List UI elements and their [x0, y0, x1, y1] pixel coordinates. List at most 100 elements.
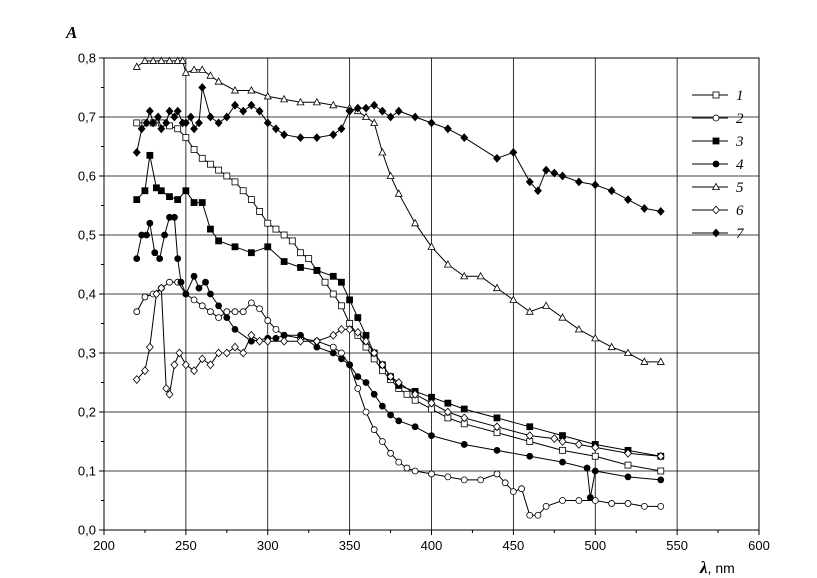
x-tick-label: 450 [503, 538, 525, 553]
series-6-point [329, 330, 338, 340]
series-7-point [198, 83, 207, 92]
series-5-point [329, 100, 338, 109]
series-6-point [550, 434, 559, 443]
y-tick-label: 0,3 [78, 346, 96, 361]
series-4-point [151, 249, 159, 257]
series-2-point [477, 476, 485, 484]
legend-item-6: 6 [692, 203, 744, 219]
series-6-point [411, 389, 420, 399]
series-7-point [656, 207, 665, 216]
series-6-point [198, 354, 207, 364]
series-7-point [186, 112, 195, 122]
series-7-point [574, 177, 583, 187]
series-4-point [346, 361, 354, 369]
series-7-point [255, 106, 264, 116]
y-tick-label: 0,1 [78, 464, 96, 479]
series-1-point [272, 225, 280, 233]
series-5-point [157, 56, 166, 64]
y-axis-title: A [65, 23, 77, 42]
series-5-point [189, 65, 199, 73]
series-4-point [378, 402, 386, 410]
series-4-point [161, 231, 168, 239]
series-4-point [493, 446, 501, 454]
series-1-point [329, 290, 337, 298]
series-5-point [460, 271, 469, 280]
series-1-point [247, 196, 255, 204]
series-5-point [509, 295, 518, 303]
series-7-point [154, 112, 162, 122]
legend-marker [712, 137, 720, 145]
legend-label: 6 [736, 203, 744, 219]
series-5 [132, 56, 665, 365]
series-6-point [427, 398, 436, 408]
series-6-point [362, 336, 370, 346]
series-6 [132, 283, 665, 461]
series-2-point [166, 278, 173, 286]
series-2-point [444, 473, 452, 481]
series-2-point [624, 500, 632, 507]
series-3-point [146, 151, 154, 159]
series-6-point [378, 360, 387, 370]
series-2-point [264, 317, 272, 324]
series-6-point [222, 348, 231, 358]
series-3-point [346, 296, 354, 304]
series-6-point [296, 336, 305, 346]
series-3-point [444, 399, 452, 407]
series-7-point [296, 133, 305, 143]
series-7-point [525, 177, 534, 187]
x-tick-label: 550 [666, 538, 688, 553]
series-7-point [329, 130, 338, 140]
series-6-point [170, 360, 179, 370]
series-6-point [141, 366, 149, 376]
legend-label: 2 [736, 111, 744, 127]
series-6-point [525, 431, 534, 440]
series-4-point [387, 411, 394, 419]
series-6-point [175, 348, 184, 358]
series-4-point [177, 278, 185, 286]
y-tick-labels: 0,0 0,1 0,2 0,3 0,4 0,5 0,6 0,7 0,8 [78, 51, 96, 538]
series-4-point [559, 458, 566, 466]
series-5-point [394, 189, 403, 197]
series-7-point [165, 106, 174, 116]
series-1-point [190, 146, 198, 153]
series-5-point [492, 283, 502, 292]
series-6-point [263, 336, 272, 346]
series-2-point [198, 302, 206, 310]
series-5-point [140, 56, 150, 64]
series-7-point [542, 165, 551, 175]
series-3-point [280, 258, 288, 265]
series-1-point [264, 219, 272, 227]
y-tick-label: 0,7 [78, 110, 96, 125]
series-7-point [137, 124, 146, 134]
series-3-point [182, 187, 190, 195]
series-7-point [145, 106, 154, 116]
series-7-point [443, 124, 452, 134]
tick-marks [99, 57, 760, 535]
series-5-point [386, 171, 395, 180]
series-6-point [255, 336, 264, 346]
series-4-point [338, 355, 345, 363]
series-7-point [239, 106, 248, 116]
series-3-point [338, 278, 345, 286]
x-tick-label: 350 [339, 538, 361, 553]
series-4-point [171, 213, 178, 221]
series-5-point [214, 77, 223, 85]
series-2-point [534, 511, 542, 519]
series-7-point [394, 106, 403, 116]
series-4-point [362, 379, 370, 386]
series-7-point [173, 106, 182, 116]
series-1-point [215, 166, 223, 174]
series-5-point [640, 357, 649, 365]
series-4-point [460, 441, 468, 448]
series-5-point [132, 62, 141, 70]
series-5-point [591, 333, 600, 342]
series-6-point [337, 325, 346, 334]
series-5-point [427, 242, 436, 250]
series-3-point [329, 272, 337, 280]
legend-marker [712, 228, 720, 238]
series-2-point [395, 458, 403, 466]
series-4-point [395, 417, 403, 425]
series-1-point [207, 160, 214, 168]
series-2-point [354, 384, 362, 392]
series-1-point [280, 231, 288, 239]
